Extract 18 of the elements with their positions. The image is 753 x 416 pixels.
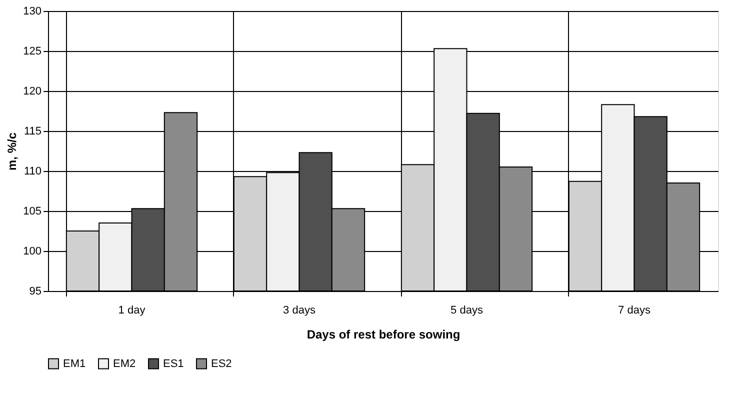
x-tick-label: 5 days xyxy=(450,304,484,316)
y-tick-label: 130 xyxy=(23,6,42,18)
legend-label: ES2 xyxy=(211,358,232,370)
x-tick-label: 1 day xyxy=(118,304,146,316)
y-tick-label: 120 xyxy=(23,86,42,98)
y-axis-title: m, %/c xyxy=(5,132,20,171)
y-tick-label: 115 xyxy=(24,126,42,138)
x-tick-label: 7 days xyxy=(618,304,651,316)
y-tick-label: 110 xyxy=(24,166,42,178)
legend-label: EM2 xyxy=(113,358,136,370)
y-tick-label: 100 xyxy=(23,246,42,258)
y-tick-label: 125 xyxy=(23,46,42,58)
legend-label: EM1 xyxy=(63,358,86,370)
y-tick-label: 95 xyxy=(29,286,42,298)
x-tick-label: 3 days xyxy=(283,304,316,316)
y-tick-label: 105 xyxy=(23,206,42,218)
legend-label: ES1 xyxy=(163,358,184,370)
x-axis-title: Days of rest before sowing xyxy=(306,328,460,342)
